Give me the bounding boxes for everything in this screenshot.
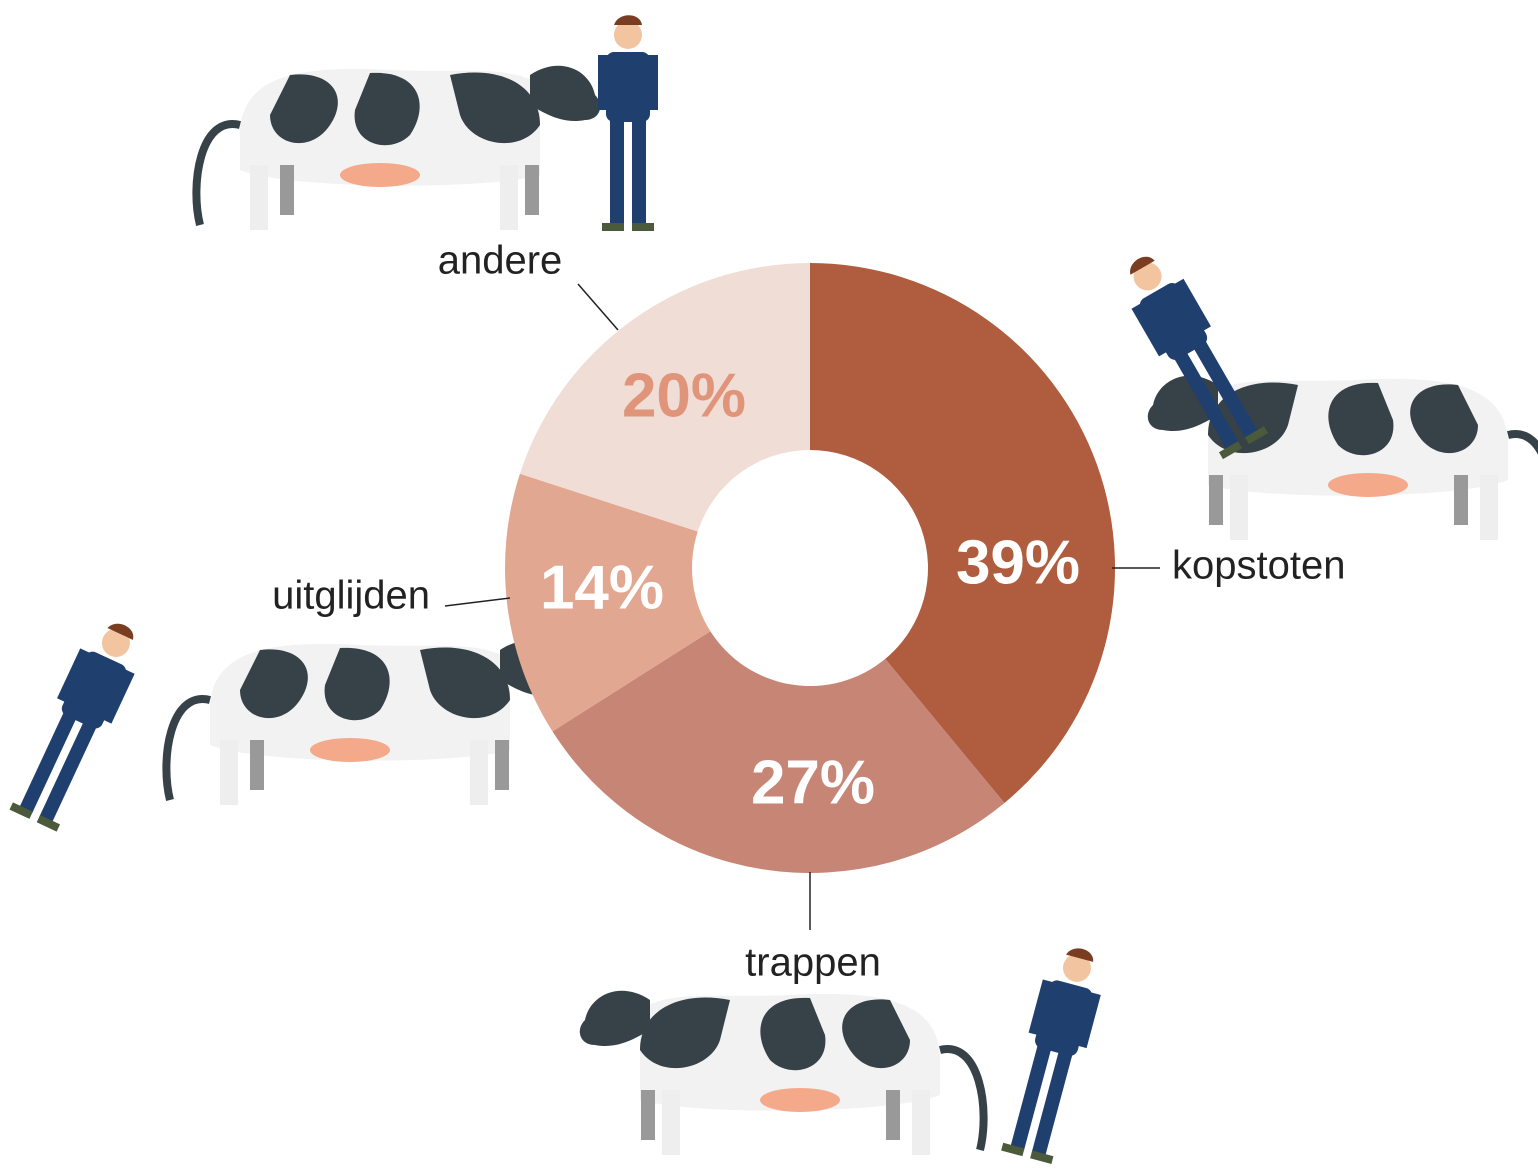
value-label: 27% (751, 748, 875, 817)
illustration-andere (196, 15, 658, 231)
leader-line (578, 284, 618, 330)
value-label: 20% (622, 361, 746, 430)
category-label: uitglijden (272, 574, 430, 618)
value-label: 14% (540, 553, 664, 622)
illustration-uitglijden (6, 612, 570, 833)
category-label: trappen (745, 941, 881, 985)
chart: kopstoten 39% trappen 27% uitglijden 14% ander… (0, 0, 1538, 1173)
value-label: 39% (956, 528, 1080, 597)
illustration-kopstoten (1112, 244, 1538, 540)
category-label: andere (438, 239, 563, 283)
category-label: kopstoten (1172, 544, 1345, 588)
leader-line (445, 598, 510, 606)
